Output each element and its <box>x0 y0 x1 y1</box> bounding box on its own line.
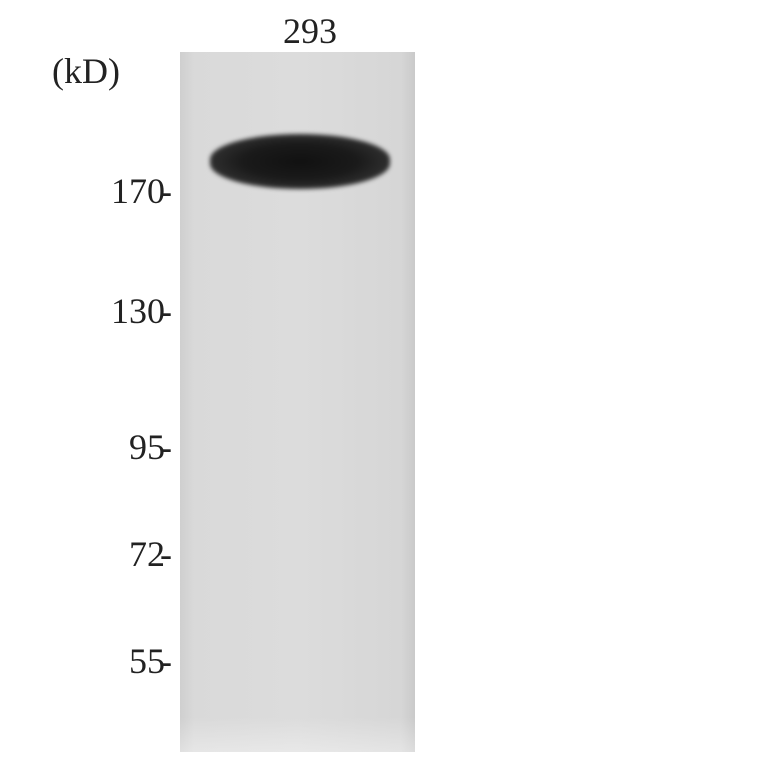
marker-170: 170 <box>111 170 165 212</box>
marker-130-tick: - <box>160 290 172 332</box>
marker-95-tick: - <box>160 426 172 468</box>
lane-label: 293 <box>283 10 337 52</box>
unit-label: (kD) <box>52 50 120 92</box>
protein-band <box>210 134 390 189</box>
marker-170-tick: - <box>160 170 172 212</box>
blot-lane <box>180 52 415 752</box>
figure-container: (kD) 293 170 - 130 - 95 - 72 - 55 - <box>0 0 764 764</box>
marker-72-tick: - <box>160 533 172 575</box>
marker-55-tick: - <box>160 640 172 682</box>
marker-130: 130 <box>111 290 165 332</box>
